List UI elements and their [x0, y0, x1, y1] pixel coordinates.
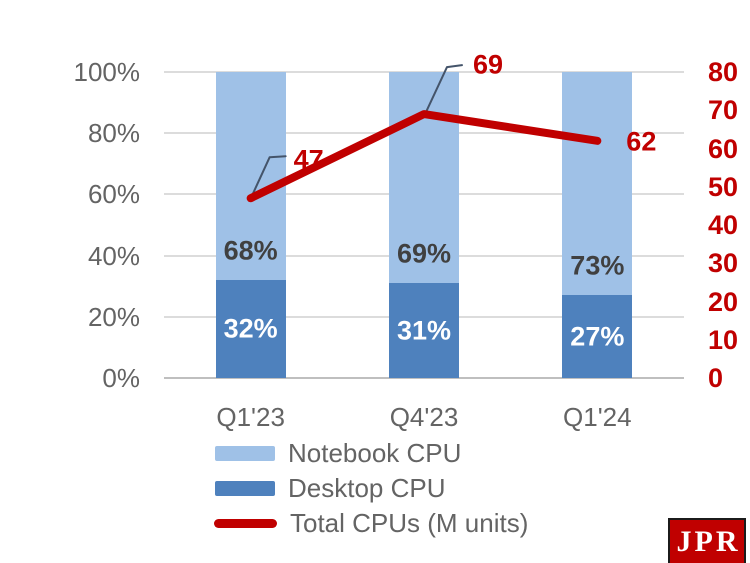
right-axis-tick-label: 20: [708, 286, 739, 317]
desktop-share-label: 27%: [570, 321, 625, 352]
notebook-share-label: 69%: [396, 238, 452, 269]
legend-label: Notebook CPU: [288, 438, 462, 468]
legend-line-swatch: [214, 519, 277, 528]
gridline: [164, 377, 684, 379]
legend-item: Notebook CPU: [215, 436, 528, 471]
right-axis-tick-label: 60: [708, 133, 739, 164]
legend: Notebook CPU Desktop CPU Total CPUs (M uni…: [214, 436, 529, 541]
desktop-share-label: 31%: [396, 315, 452, 346]
legend-color-swatch: [215, 481, 275, 496]
notebook-share-label: 68%: [223, 235, 278, 266]
right-axis-tick-label: 70: [708, 95, 739, 126]
legend-color-swatch: [215, 446, 275, 461]
category-label: Q1'23: [216, 402, 285, 432]
left-axis-tick-label: 80%: [87, 118, 140, 149]
left-axis-tick-label: 40%: [87, 240, 140, 271]
right-axis-tick-label: 0: [708, 363, 724, 393]
legend-item: Desktop CPU: [215, 471, 528, 506]
right-axis-tick-label: 50: [708, 171, 739, 202]
jpr-logo-text: JPR: [676, 524, 741, 558]
legend-label: Desktop CPU: [288, 473, 446, 503]
total-cpus-data-label: 69: [472, 49, 504, 80]
bar-segment-desktop: [389, 283, 459, 378]
bar-segment-desktop: [562, 295, 633, 378]
total-cpus-data-label: 62: [626, 126, 657, 157]
right-axis-tick-label: 30: [708, 248, 739, 279]
left-axis-tick-label: 100%: [73, 57, 141, 87]
category-label: Q1'24: [563, 402, 632, 432]
bar-segment-desktop: [215, 280, 286, 378]
category-label: Q4'23: [389, 402, 459, 432]
total-cpus-data-label: 47: [293, 144, 324, 175]
legend-label: Total CPUs (M units): [290, 508, 529, 538]
left-axis-tick-label: 0%: [102, 363, 140, 393]
jpr-logo: JPR: [668, 518, 746, 563]
left-axis-tick-label: 20%: [87, 301, 140, 332]
right-axis-tick-label: 80: [708, 57, 739, 87]
right-axis-tick-label: 40: [708, 210, 739, 240]
right-axis-tick-label: 10: [708, 324, 739, 355]
desktop-share-label: 32%: [223, 313, 278, 344]
notebook-share-label: 73%: [570, 250, 625, 281]
legend-item: Total CPUs (M units): [214, 506, 529, 541]
left-axis-tick-label: 60%: [87, 179, 140, 210]
